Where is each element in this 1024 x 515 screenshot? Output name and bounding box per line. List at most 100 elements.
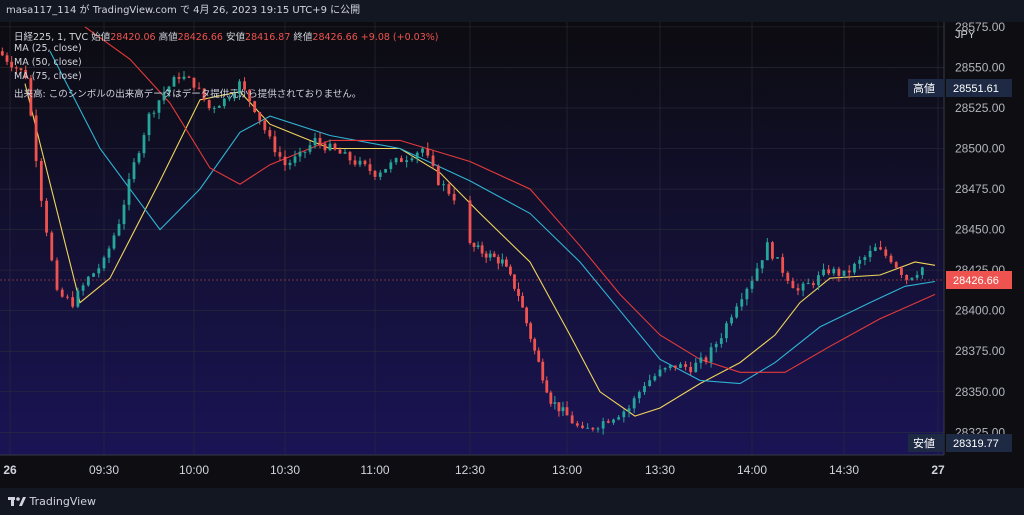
- candle-body: [900, 267, 903, 275]
- candle-body: [920, 267, 924, 275]
- candle-body: [426, 148, 430, 156]
- footer-bar: TradingView: [0, 488, 1024, 515]
- candle-body: [786, 272, 790, 281]
- candle-body: [328, 143, 332, 151]
- tradingview-logo[interactable]: TradingView: [8, 495, 96, 508]
- open-label: 始値: [91, 32, 111, 43]
- candle-body: [570, 415, 574, 424]
- candle-body: [694, 362, 698, 373]
- publish-line: masa117_114 が TradingView.com で 4月 26, 2…: [6, 5, 361, 16]
- candle-body: [81, 285, 85, 291]
- ma75-legend[interactable]: MA (75, close): [14, 71, 82, 82]
- candle-body: [596, 428, 600, 430]
- tradingview-brand: TradingView: [29, 495, 96, 508]
- time-tick-label: 10:00: [179, 463, 209, 477]
- candle-body: [162, 92, 166, 101]
- candle-body: [55, 260, 59, 290]
- candle-body: [293, 156, 297, 163]
- candle-body: [233, 93, 236, 99]
- candle-body: [389, 162, 393, 170]
- publish-header: masa117_114 が TradingView.com で 4月 26, 2…: [0, 0, 1024, 22]
- candle-body: [684, 364, 687, 367]
- candle-body: [545, 380, 549, 393]
- candle-body: [137, 153, 141, 163]
- candle-body: [480, 245, 484, 254]
- candle-body: [60, 289, 64, 297]
- candle-body: [484, 253, 488, 258]
- candle-body: [704, 357, 708, 362]
- volume-note: 出来高: このシンボルの出来高データはデータ提供元から提供されておりません。: [14, 89, 362, 100]
- candle-body: [157, 100, 161, 113]
- candle-body: [699, 357, 703, 363]
- price-axis-ticks: 28575.00 28550.00 28525.00 28500.00 28475.00…: [955, 22, 1005, 439]
- candle-body: [879, 247, 882, 250]
- candle-body: [492, 253, 496, 257]
- candle-body: [500, 259, 504, 264]
- candle-body: [853, 263, 856, 273]
- candle-body: [76, 290, 80, 307]
- candle-body: [730, 317, 733, 324]
- candle-body: [147, 113, 151, 136]
- candle-body: [513, 274, 516, 289]
- candle-body: [637, 392, 641, 399]
- candle-body: [905, 274, 909, 280]
- price-tick-label: 28475.00: [955, 182, 1005, 196]
- low-tag-label-box: [908, 434, 944, 452]
- high-tag-value-box: [946, 79, 1012, 97]
- candle-body: [658, 369, 662, 377]
- candle-body: [394, 158, 398, 163]
- candle-body: [632, 398, 636, 409]
- candle-body: [410, 158, 414, 161]
- candle-body: [19, 68, 23, 70]
- candle-body: [384, 169, 387, 173]
- candle-body: [447, 184, 451, 194]
- last-price-value: 28426.66: [953, 275, 999, 287]
- candle-body: [541, 361, 545, 381]
- time-axis-background: [0, 455, 1024, 488]
- high-value: 28426.66: [177, 32, 223, 43]
- candle-body: [288, 162, 292, 166]
- candle-body: [348, 152, 352, 161]
- candle-body: [313, 137, 317, 146]
- candle-body: [776, 257, 779, 259]
- ma25-legend[interactable]: MA (25, close): [14, 43, 82, 54]
- close-value: 28426.66: [312, 32, 358, 43]
- candle-body: [92, 273, 95, 277]
- candle-body: [192, 77, 196, 88]
- time-tick-label: 13:00: [552, 463, 582, 477]
- candle-body: [791, 280, 795, 289]
- symbol-label: 日経225, 1, TVC: [14, 32, 89, 43]
- last-price-box: [946, 271, 1012, 289]
- price-chart[interactable]: 28575.00 28550.00 28525.00 28500.00 28475.00…: [0, 22, 1024, 488]
- candle-body: [399, 158, 403, 162]
- candle-body: [863, 257, 867, 261]
- candle-body: [278, 152, 282, 157]
- candle-body: [504, 259, 508, 267]
- candle-body: [781, 257, 785, 273]
- candle-body: [725, 323, 728, 339]
- candle-body: [488, 253, 492, 258]
- candle-body: [373, 170, 377, 177]
- candle-body: [258, 112, 262, 121]
- candle-body: [323, 143, 327, 151]
- candle-body: [868, 250, 872, 258]
- candle-body: [0, 51, 4, 56]
- candle-body: [740, 299, 744, 307]
- time-tick-label: 14:00: [737, 463, 767, 477]
- candle-body: [796, 288, 800, 291]
- candle-body: [837, 268, 841, 276]
- candle-body: [760, 260, 764, 269]
- candle-body: [643, 386, 646, 393]
- candle-body: [338, 149, 342, 154]
- candle-body: [107, 248, 111, 258]
- candle-body: [735, 306, 739, 318]
- candle-body: [714, 343, 718, 348]
- candle-body: [14, 67, 18, 69]
- candle-body: [806, 283, 810, 285]
- ma50-legend[interactable]: MA (50, close): [14, 57, 82, 68]
- candle-body: [253, 101, 257, 113]
- candle-body: [182, 76, 186, 79]
- candle-body: [553, 402, 557, 404]
- candle-body: [452, 193, 456, 201]
- candle-body: [10, 61, 14, 68]
